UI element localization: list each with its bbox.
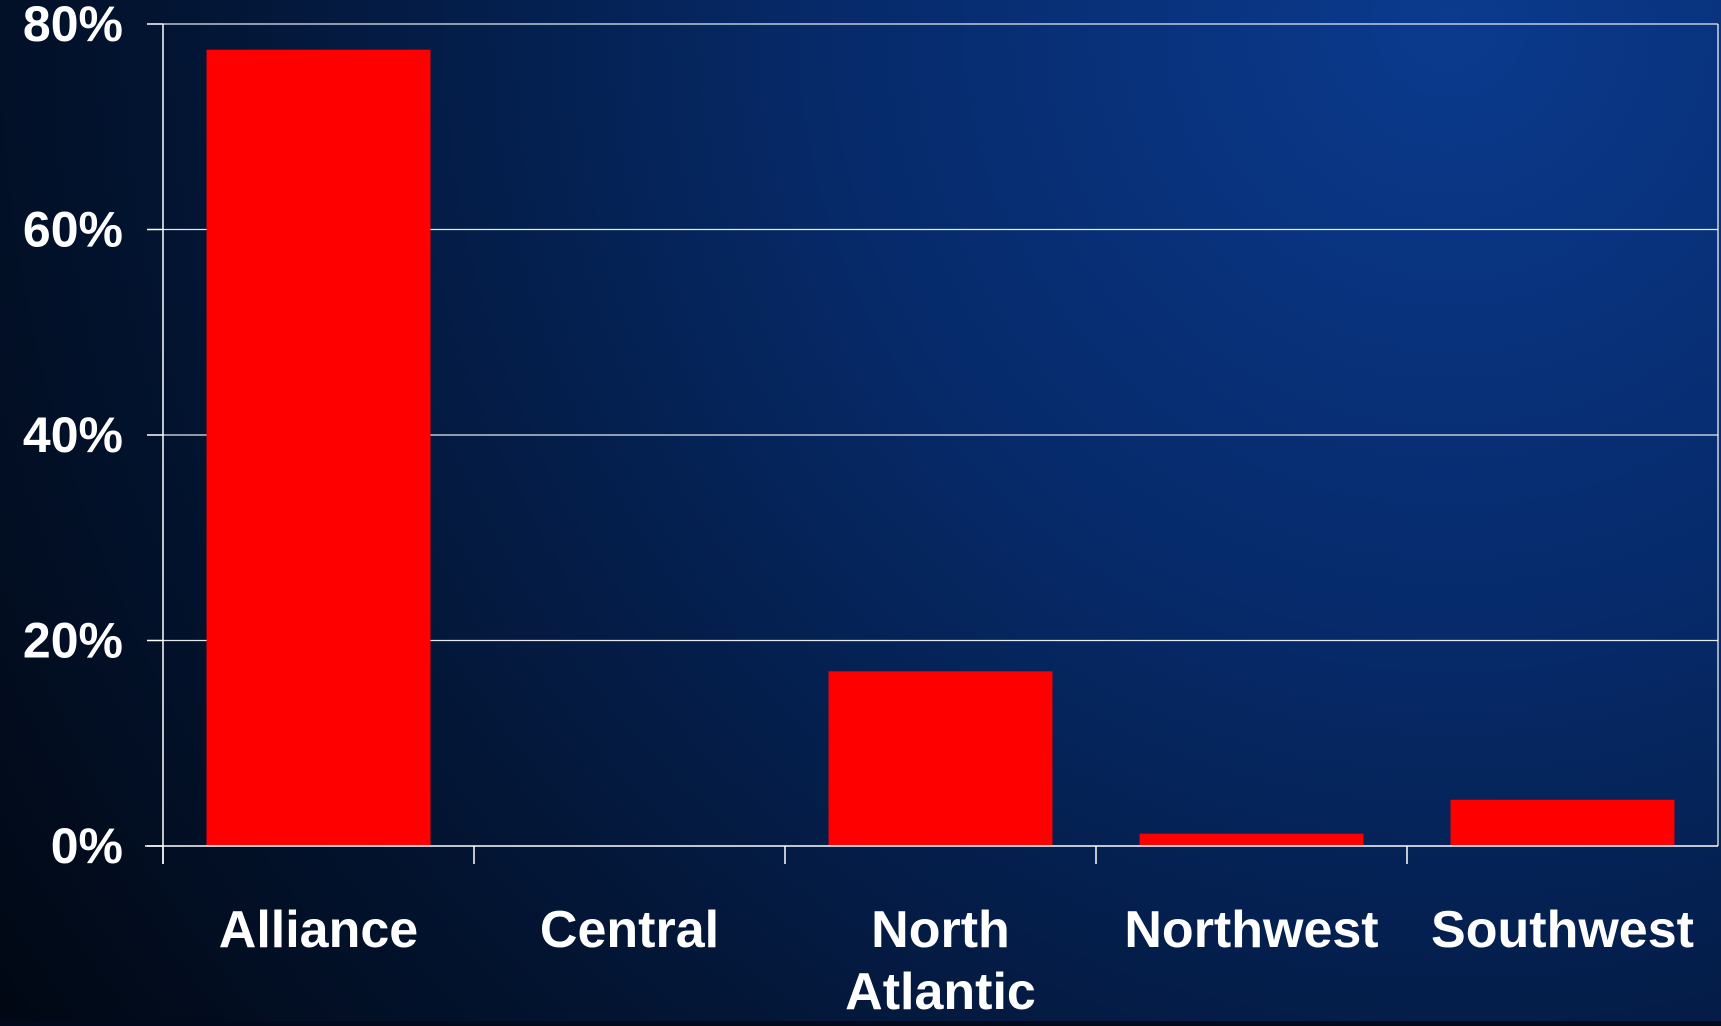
y-tick-label-60: 60%	[23, 202, 123, 258]
bar-southwest	[1450, 799, 1675, 846]
axes	[145, 23, 1718, 864]
x-tick-label-southwest: Southwest	[1431, 901, 1694, 959]
y-tick-label-0: 0%	[51, 818, 123, 874]
x-tick-label-alliance: Alliance	[219, 901, 418, 959]
bar-northwest	[1139, 833, 1364, 846]
y-tick-label-40: 40%	[23, 407, 123, 463]
x-tick-label-central: Central	[540, 901, 719, 959]
x-tick-label-northwest: Northwest	[1124, 901, 1378, 959]
x-tick-labels: Alliance Central North Atlantic Northwest Sou…	[219, 901, 1694, 1021]
y-tick-labels: 0% 20% 40% 60% 80%	[23, 0, 123, 874]
bars	[206, 49, 1675, 846]
x-tick-label-north-atlantic: North Atlantic	[845, 901, 1036, 1021]
y-tick-label-20: 20%	[23, 613, 123, 669]
y-tick-label-80: 80%	[23, 0, 123, 52]
bar-north-atlantic	[828, 671, 1053, 846]
bar-alliance	[206, 49, 431, 846]
